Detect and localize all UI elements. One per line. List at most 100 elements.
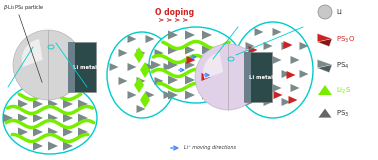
Polygon shape <box>18 128 28 136</box>
Polygon shape <box>287 71 296 79</box>
Polygon shape <box>33 100 43 108</box>
Polygon shape <box>127 63 136 71</box>
Polygon shape <box>282 42 291 50</box>
Polygon shape <box>251 84 260 92</box>
Polygon shape <box>146 91 155 99</box>
Polygon shape <box>219 60 229 69</box>
Text: $\beta$-Li$_3$PS$_4$ particle: $\beta$-Li$_3$PS$_4$ particle <box>3 3 44 12</box>
Wedge shape <box>22 39 43 67</box>
Polygon shape <box>263 42 273 50</box>
Polygon shape <box>118 77 127 85</box>
Polygon shape <box>284 41 293 49</box>
Ellipse shape <box>3 82 97 154</box>
Polygon shape <box>288 96 297 104</box>
Polygon shape <box>33 85 43 95</box>
Polygon shape <box>164 91 172 99</box>
Polygon shape <box>78 100 88 108</box>
Polygon shape <box>63 100 73 108</box>
Polygon shape <box>168 60 178 69</box>
FancyBboxPatch shape <box>244 52 272 102</box>
Polygon shape <box>317 39 332 47</box>
Polygon shape <box>136 77 146 85</box>
Polygon shape <box>118 49 127 57</box>
Polygon shape <box>201 73 211 81</box>
Polygon shape <box>48 113 58 123</box>
Polygon shape <box>273 84 282 92</box>
Ellipse shape <box>149 27 243 103</box>
Polygon shape <box>263 98 273 106</box>
Polygon shape <box>185 76 195 84</box>
Polygon shape <box>127 91 136 99</box>
Polygon shape <box>151 60 161 69</box>
Polygon shape <box>318 85 332 95</box>
Polygon shape <box>48 141 58 151</box>
Polygon shape <box>282 70 291 78</box>
Polygon shape <box>63 85 73 95</box>
Polygon shape <box>78 113 88 123</box>
Polygon shape <box>245 70 254 78</box>
Polygon shape <box>146 35 155 43</box>
Polygon shape <box>186 56 195 64</box>
Polygon shape <box>237 56 245 64</box>
Polygon shape <box>202 45 212 55</box>
Ellipse shape <box>233 22 313 118</box>
Polygon shape <box>245 42 254 50</box>
Polygon shape <box>273 28 282 36</box>
Polygon shape <box>248 46 257 54</box>
Polygon shape <box>237 84 245 92</box>
Polygon shape <box>136 49 146 57</box>
Polygon shape <box>317 33 332 42</box>
Polygon shape <box>168 31 178 40</box>
Polygon shape <box>168 45 178 55</box>
FancyBboxPatch shape <box>68 42 96 92</box>
Polygon shape <box>140 92 150 108</box>
Polygon shape <box>134 77 144 93</box>
Polygon shape <box>78 128 88 136</box>
Polygon shape <box>254 28 263 36</box>
Polygon shape <box>202 76 212 84</box>
Polygon shape <box>68 42 75 92</box>
Polygon shape <box>202 91 212 100</box>
Circle shape <box>195 44 261 110</box>
Polygon shape <box>245 98 254 106</box>
Polygon shape <box>291 84 299 92</box>
Polygon shape <box>63 141 73 151</box>
Ellipse shape <box>107 32 177 118</box>
Polygon shape <box>202 31 212 40</box>
Text: PS$_3$: PS$_3$ <box>336 109 349 119</box>
Polygon shape <box>273 56 282 64</box>
Text: PS$_4$: PS$_4$ <box>336 61 350 71</box>
Wedge shape <box>203 52 223 79</box>
Polygon shape <box>33 113 43 123</box>
Polygon shape <box>18 100 28 108</box>
Polygon shape <box>48 128 58 136</box>
Text: Li metal: Li metal <box>73 64 97 69</box>
Polygon shape <box>33 128 43 136</box>
Polygon shape <box>263 70 273 78</box>
Text: Li: Li <box>336 9 342 15</box>
Polygon shape <box>110 63 118 71</box>
Polygon shape <box>168 91 178 100</box>
Text: Li metal: Li metal <box>249 75 273 80</box>
Polygon shape <box>219 76 229 84</box>
Polygon shape <box>254 84 263 92</box>
Polygon shape <box>155 77 164 85</box>
Polygon shape <box>202 60 212 69</box>
Polygon shape <box>168 76 178 84</box>
Polygon shape <box>3 113 13 123</box>
Polygon shape <box>18 113 28 123</box>
Polygon shape <box>263 61 273 69</box>
Polygon shape <box>136 105 146 113</box>
Text: Li$_2$S: Li$_2$S <box>336 86 351 96</box>
Polygon shape <box>48 85 58 95</box>
Polygon shape <box>185 31 195 40</box>
Polygon shape <box>317 65 332 72</box>
Polygon shape <box>48 100 58 108</box>
Polygon shape <box>299 70 308 78</box>
Polygon shape <box>244 52 251 102</box>
Polygon shape <box>185 60 195 69</box>
Circle shape <box>13 30 83 100</box>
Text: PS$_3$O: PS$_3$O <box>336 35 355 45</box>
Polygon shape <box>282 98 291 106</box>
Text: O doping: O doping <box>155 8 195 17</box>
